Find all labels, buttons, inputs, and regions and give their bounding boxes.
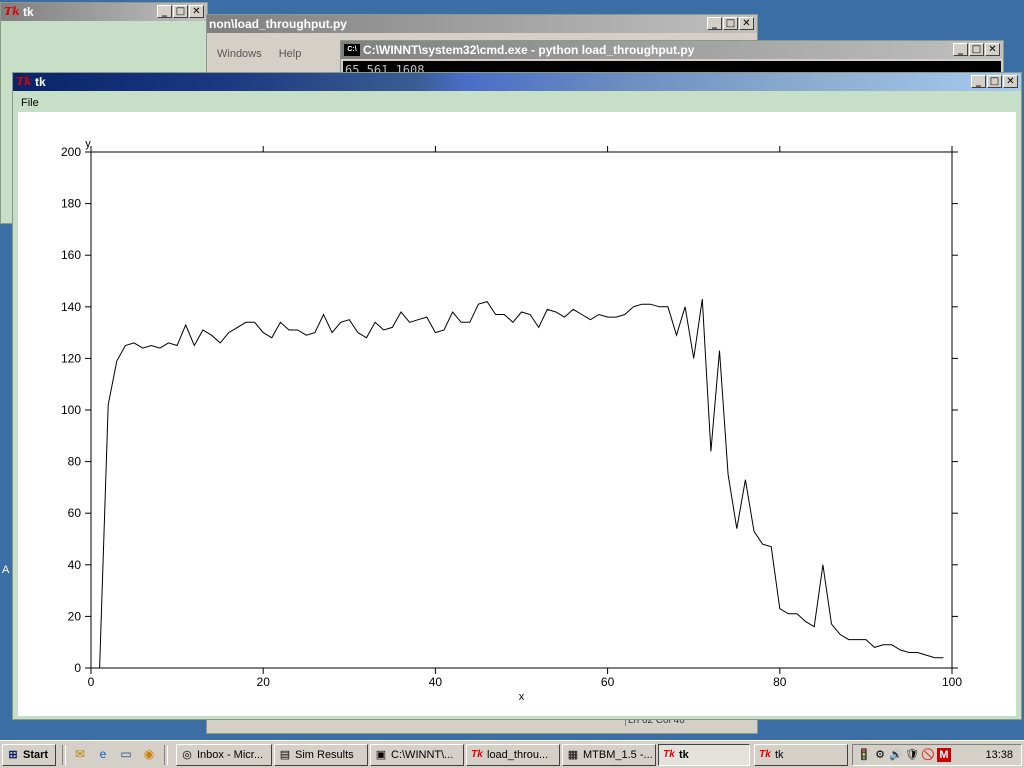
taskbar-button[interactable]: Tk tk bbox=[754, 744, 848, 766]
settings-icon[interactable]: ⚙ bbox=[875, 749, 885, 761]
y-tick-label: 160 bbox=[61, 248, 81, 262]
tk-logo-icon: Tk bbox=[4, 5, 20, 18]
y-tick-label: 20 bbox=[68, 609, 82, 623]
editor-status: Ln 62 Col 46 bbox=[625, 715, 685, 726]
close-button[interactable]: ✕ bbox=[985, 43, 1000, 56]
main-menubar: File bbox=[21, 97, 53, 109]
task-icon: Tk bbox=[471, 749, 483, 760]
taskbar-button[interactable]: ▤ Sim Results bbox=[274, 744, 368, 766]
editor-title: non\load_throughput.py bbox=[209, 17, 347, 31]
x-tick-label: 60 bbox=[601, 675, 615, 689]
minimize-button[interactable]: _ bbox=[707, 17, 722, 30]
cmd-icon: C:\ bbox=[344, 44, 360, 56]
media-icon[interactable]: ◉ bbox=[143, 747, 155, 761]
windows-logo-icon: ⊞ bbox=[8, 749, 18, 761]
taskbar-button[interactable]: Tk tk bbox=[658, 744, 750, 766]
start-button[interactable]: ⊞ Start bbox=[2, 744, 56, 766]
task-label: MTBM_1.5 -... bbox=[583, 749, 653, 761]
cmd-title: C:\WINNT\system32\cmd.exe - python load_… bbox=[363, 43, 695, 57]
main-tk-titlebar[interactable]: Tk tk _ □ ✕ bbox=[13, 73, 1021, 91]
taskbar-clock: 13:38 bbox=[985, 749, 1013, 761]
task-icon: Tk bbox=[759, 749, 771, 760]
x-tick-label: 20 bbox=[257, 675, 271, 689]
maximize-button[interactable]: □ bbox=[173, 5, 188, 18]
y-tick-label: 120 bbox=[61, 351, 81, 365]
task-icon: ▦ bbox=[567, 749, 579, 761]
m-app-icon[interactable]: M bbox=[937, 748, 951, 762]
editor-titlebar[interactable]: non\load_throughput.py _ □ ✕ bbox=[207, 15, 757, 33]
tk-logo-icon: Tk bbox=[16, 75, 32, 88]
x-tick-label: 80 bbox=[773, 675, 787, 689]
y-tick-label: 140 bbox=[61, 300, 81, 314]
task-icon: ◎ bbox=[182, 749, 192, 761]
taskbar: ⊞ Start ✉ e ▭ ◉ ◎ Inbox - Micr... ▤ Sim Res… bbox=[0, 740, 1024, 768]
close-button[interactable]: ✕ bbox=[189, 5, 204, 18]
back-tk-title: tk bbox=[23, 5, 34, 19]
volume-icon[interactable]: 🔊 bbox=[889, 749, 903, 761]
close-button[interactable]: ✕ bbox=[1003, 75, 1018, 88]
taskbar-separator bbox=[62, 745, 66, 765]
desktop-icon[interactable]: ▭ bbox=[120, 747, 132, 761]
task-label: Inbox - Micr... bbox=[197, 749, 264, 761]
y-tick-label: 180 bbox=[61, 197, 81, 211]
plot-canvas: 0 20 40 60 80 100 120 140 160 180 200 0 20 40 60 80 100 x… bbox=[18, 112, 1016, 716]
editor-menubar: Windows Help bbox=[217, 48, 315, 60]
cmd-titlebar[interactable]: C:\ C:\WINNT\system32\cmd.exe - python l… bbox=[341, 41, 1003, 59]
task-label: tk bbox=[679, 749, 689, 761]
start-label: Start bbox=[23, 749, 49, 761]
y-tick-label: 80 bbox=[68, 455, 82, 469]
close-button[interactable]: ✕ bbox=[739, 17, 754, 30]
x-tick-label: 40 bbox=[429, 675, 443, 689]
x-axis-label: x bbox=[519, 691, 525, 703]
task-icon: ▤ bbox=[279, 749, 291, 761]
taskbar-button[interactable]: ▣ C:\WINNT\... bbox=[370, 744, 464, 766]
maximize-button[interactable]: □ bbox=[723, 17, 738, 30]
ie-icon[interactable]: e bbox=[99, 747, 107, 761]
maximize-button[interactable]: □ bbox=[987, 75, 1002, 88]
taskbar-button[interactable]: Tk load_throu... bbox=[466, 744, 560, 766]
blocked-icon[interactable]: 🚫 bbox=[921, 749, 935, 761]
taskbar-button[interactable]: ▦ MTBM_1.5 -... bbox=[562, 744, 656, 766]
x-tick-label: 0 bbox=[88, 675, 95, 689]
minimize-button[interactable]: _ bbox=[953, 43, 968, 56]
taskbar-button[interactable]: ◎ Inbox - Micr... bbox=[176, 744, 272, 766]
menu-help[interactable]: Help bbox=[278, 48, 302, 60]
x-tick-label: 100 bbox=[942, 675, 962, 689]
task-label: load_throu... bbox=[487, 749, 549, 761]
task-label: C:\WINNT\... bbox=[391, 749, 454, 761]
throughput-chart: 0 20 40 60 80 100 120 140 160 180 200 0 20 40 60 80 100 x… bbox=[61, 138, 962, 703]
task-icon: Tk bbox=[663, 749, 675, 760]
task-label: Sim Results bbox=[295, 749, 354, 761]
task-icon: ▣ bbox=[375, 749, 387, 761]
task-label: tk bbox=[775, 749, 784, 761]
system-tray: 🚦 ⚙ 🔊 🛡 🚫 M 13:38 bbox=[852, 744, 1022, 766]
outlook-icon[interactable]: ✉ bbox=[74, 747, 86, 761]
maximize-button[interactable]: □ bbox=[969, 43, 984, 56]
minimize-button[interactable]: _ bbox=[971, 75, 986, 88]
desktop-edge-label: A bbox=[2, 564, 10, 576]
y-tick-label: 60 bbox=[68, 506, 82, 520]
menu-file[interactable]: File bbox=[21, 97, 39, 109]
main-tk-title: tk bbox=[35, 75, 46, 89]
y-tick-label: 40 bbox=[68, 558, 82, 572]
y-axis-label: y bbox=[85, 138, 91, 150]
plot-frame bbox=[90, 151, 953, 669]
minimize-button[interactable]: _ bbox=[157, 5, 172, 18]
traffic-light-icon[interactable]: 🚦 bbox=[857, 749, 871, 761]
back-tk-titlebar[interactable]: Tk tk _ □ ✕ bbox=[1, 3, 207, 21]
y-tick-label: 200 bbox=[61, 145, 81, 159]
y-tick-label: 0 bbox=[74, 661, 81, 675]
series-line bbox=[99, 299, 944, 669]
shield-icon[interactable]: 🛡 bbox=[905, 749, 919, 761]
taskbar-separator bbox=[164, 745, 168, 765]
menu-windows[interactable]: Windows bbox=[217, 48, 262, 60]
y-tick-label: 100 bbox=[61, 403, 81, 417]
